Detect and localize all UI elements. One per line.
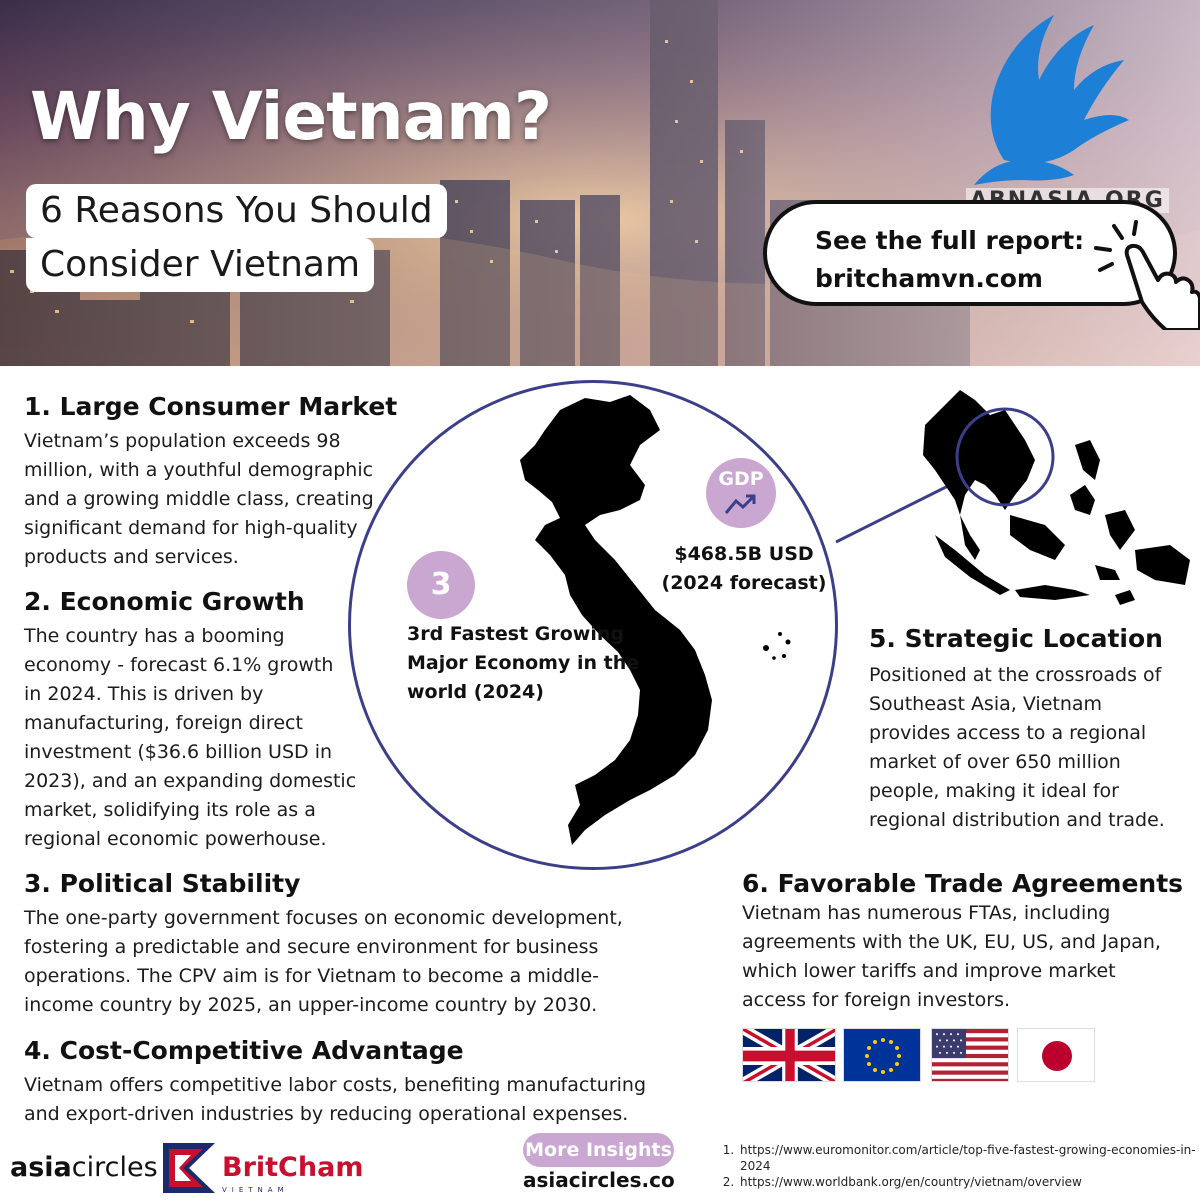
vietnam-map-circle [348,380,838,870]
body-line: Vietnam’s population exceeds 98 [24,430,341,452]
section-5-body: Positioned at the crossroads of Southeas… [869,661,1189,835]
gdp-badge: GDP [706,458,776,528]
gdp-value: $468.5B USD [674,543,814,565]
section-5-heading: 5. Strategic Location [869,624,1163,653]
us-flag-icon [931,1028,1009,1082]
rank-description: 3rd Fastest Growing Major Economy in the… [407,620,639,707]
eu-flag-icon [843,1028,921,1082]
reference-item[interactable]: https://www.euromonitor.com/article/top-… [738,1142,1200,1174]
body-line: Positioned at the crossroads of [869,664,1162,686]
report-text: See the full report: britchamvn.com [815,222,1084,298]
body-line: regional distribution and trade. [869,809,1165,831]
winged-lion-icon [974,15,1129,185]
section-4-body: Vietnam offers competitive labor costs, … [24,1071,684,1129]
japan-flag-icon [1017,1028,1095,1082]
body-line: people, making it ideal for [869,780,1119,802]
body-line: which lower tariffs and improve market [742,960,1116,982]
body-line: provides access to a regional [869,722,1147,744]
body-line: Vietnam has numerous FTAs, including [742,902,1111,924]
body-line: operations. The CPV aim is for Vietnam t… [24,965,600,987]
asiacircles-logo: asiacircles [10,1152,158,1183]
references-list: https://www.euromonitor.com/article/top-… [722,1142,1200,1190]
body-line: Vietnam offers competitive labor costs, … [24,1074,647,1096]
asiacircles-logo-light: circles [71,1152,158,1183]
body-line: 2023), and an expanding domestic [24,770,357,792]
gdp-note: (2024 forecast) [661,572,827,594]
body-line: The country has a booming [24,625,285,647]
body-line: The one-party government focuses on econ… [24,907,623,929]
trend-up-icon [724,494,756,514]
southeast-asia-map-icon [923,390,1190,605]
rank-badge: 3 [407,551,475,619]
section-3-heading: 3. Political Stability [24,869,301,898]
subtitle-line-1: 6 Reasons You Should [26,184,447,238]
rank-line: 3rd Fastest Growing [407,623,624,645]
body-line: access for foreign investors. [742,989,1011,1011]
city-skyline-image [0,0,1200,366]
vietnam-map-icon [520,395,712,845]
report-link-pill[interactable]: See the full report: britchamvn.com [763,200,1177,306]
islands-icon [763,632,791,660]
body-line: in 2024. This is driven by [24,683,264,705]
site-url[interactable]: asiacircles.co [523,1168,675,1192]
section-2-body: The country has a booming economy - fore… [24,622,364,854]
section-1-heading: 1. Large Consumer Market [24,392,398,421]
body-line: Southeast Asia, Vietnam [869,693,1103,715]
section-6-heading: 6. Favorable Trade Agreements [742,869,1184,898]
uk-flag-icon [742,1028,836,1082]
abnasia-logo [964,10,1134,194]
body-line: manufacturing, foreign direct [24,712,303,734]
connector-line [835,478,961,544]
body-line: market, solidifying its role as a [24,799,316,821]
more-insights-pill[interactable]: More Insights [523,1133,674,1167]
body-line: market of over 650 million [869,751,1121,773]
rank-line: Major Economy in the [407,652,640,674]
body-line: income country by 2025, an upper-income … [24,994,598,1016]
subtitle: 6 Reasons You Should Consider Vietnam [26,184,447,300]
body-line: and a growing middle class, creating [24,488,374,510]
asiacircles-logo-bold: asia [10,1152,72,1183]
section-2-heading: 2. Economic Growth [24,587,305,616]
body-line: significant demand for high-quality [24,517,358,539]
page-title: Why Vietnam? [30,78,552,155]
body-line: million, with a youthful demographic [24,459,374,481]
section-4-heading: 4. Cost-Competitive Advantage [24,1036,464,1065]
body-line: investment ($36.6 billion USD in [24,741,333,763]
britcham-logo-icon [163,1143,215,1193]
pointing-hand-icon [1094,220,1200,330]
rank-line: world (2024) [407,681,544,703]
body-line: agreements with the UK, EU, US, and Japa… [742,931,1161,953]
body-line: products and services. [24,546,239,568]
britcham-logo-subtext: VIETNAM [222,1186,289,1194]
gdp-label: GDP [718,468,764,490]
subtitle-line-2: Consider Vietnam [26,238,375,292]
body-line: regional economic powerhouse. [24,828,327,850]
body-line: economy - forecast 6.1% growth [24,654,334,676]
gdp-figure: $468.5B USD (2024 forecast) [660,540,828,598]
report-line-1: See the full report: [815,226,1085,255]
section-1-body: Vietnam’s population exceeds 98 million,… [24,427,384,572]
body-line: fostering a predictable and secure envir… [24,936,599,958]
hero-banner: Why Vietnam? 6 Reasons You Should Consid… [0,0,1200,366]
britcham-logo-text: BritCham [222,1152,364,1183]
report-url[interactable]: britchamvn.com [815,264,1043,293]
section-6-body: Vietnam has numerous FTAs, including agr… [742,899,1192,1015]
reference-item[interactable]: https://www.worldbank.org/en/country/vie… [738,1174,1200,1190]
body-line: and export-driven industries by reducing… [24,1103,629,1125]
section-3-body: The one-party government focuses on econ… [24,904,684,1020]
